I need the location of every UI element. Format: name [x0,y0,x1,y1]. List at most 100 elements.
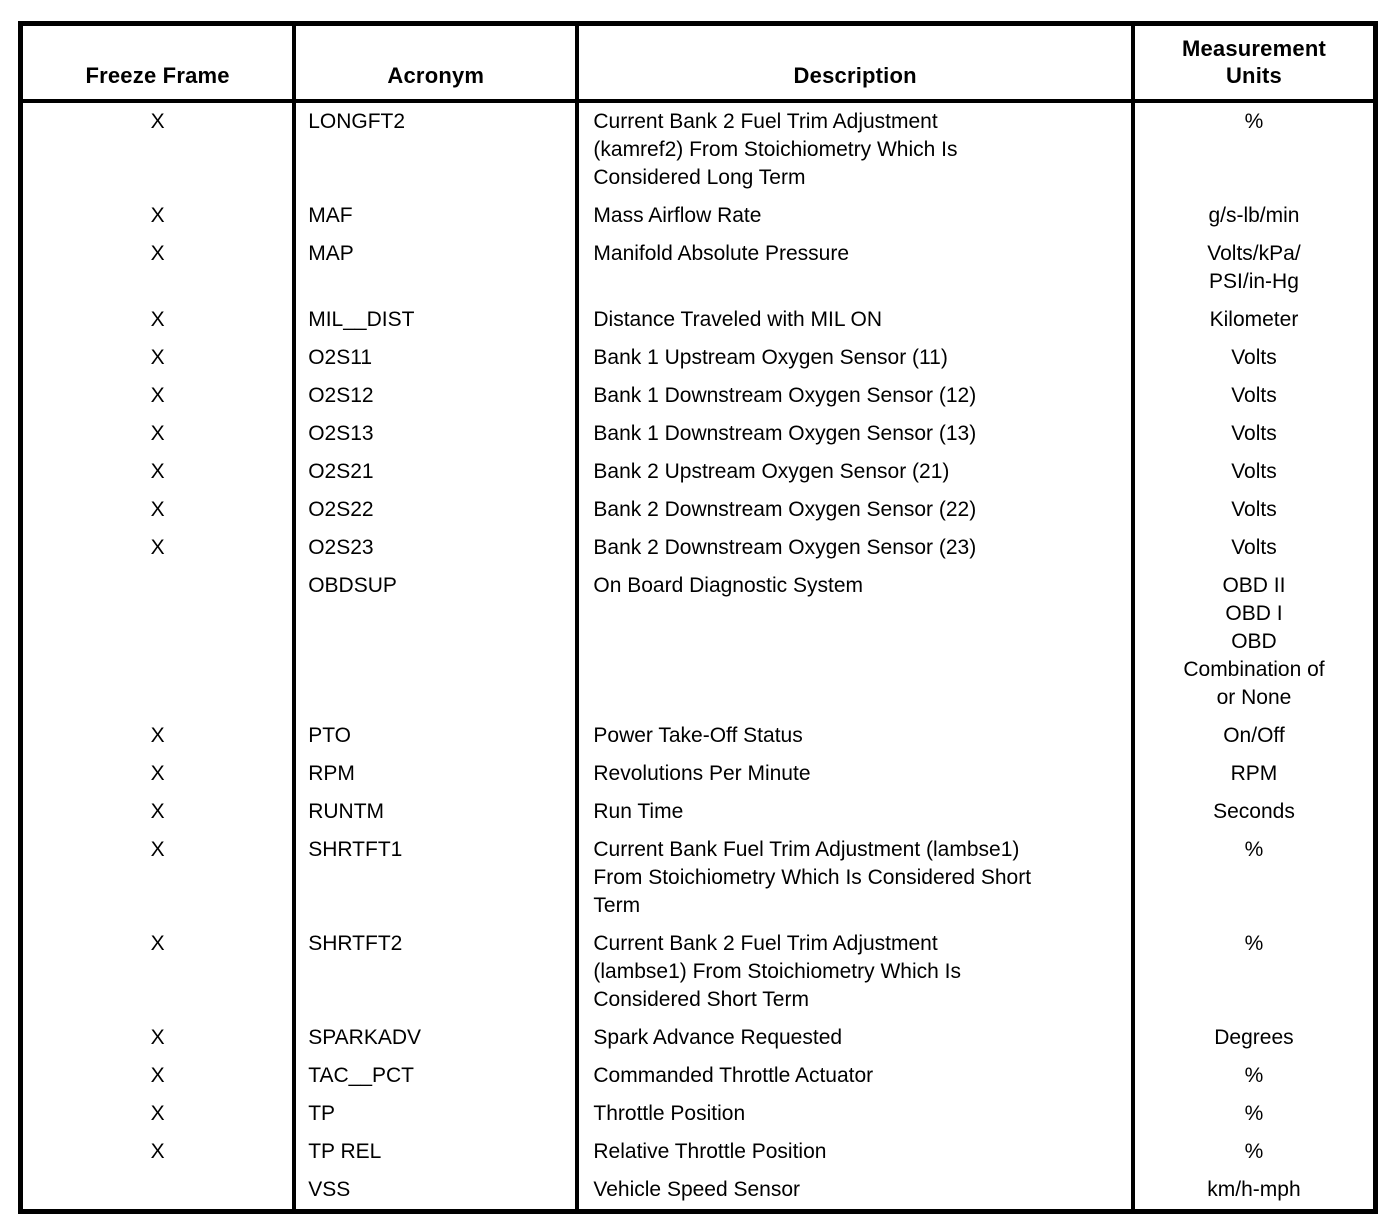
description-cell: Distance Traveled with MIL ON [575,301,1133,339]
units-cell: g/s-lb/min [1130,197,1376,235]
units-cell: Volts [1130,377,1376,415]
units-cell: % [1130,1095,1376,1133]
units-cell: % [1130,101,1376,197]
freeze-frame-cell: X [150,838,165,861]
units-cell: On/Off [1130,717,1376,755]
freeze-frame-cell: X [150,932,165,955]
acronym-cell: SHRTFT2 [292,925,578,1019]
acronym-cell: TP REL [292,1133,578,1171]
description-cell: Bank 2 Downstream Oxygen Sensor (22) [575,491,1133,529]
freeze-frame-cell: X [150,346,165,369]
table-row: X TP Throttle Position% [21,1095,1376,1133]
acronym-cell: O2S23 [292,529,578,567]
acronym-cell: TAC__PCT [292,1057,578,1095]
description-cell: Spark Advance Requested [575,1019,1133,1057]
description-cell: On Board Diagnostic System [575,567,1133,717]
description-cell: Current Bank 2 Fuel Trim Adjustment (kam… [575,101,1133,197]
acronym-cell: SPARKADV [292,1019,578,1057]
table-row: X TAC__PCT Commanded Throttle Actuator% [21,1057,1376,1095]
description-cell: Run Time [575,793,1133,831]
description-cell: Manifold Absolute Pressure [575,235,1133,301]
table-row: X LONGFT2 Current Bank 2 Fuel Trim Adjustm… [21,101,1376,197]
table-header: Freeze Frame Acronym Description Measure… [20,23,1376,103]
acronym-cell: O2S12 [292,377,578,415]
acronym-cell: LONGFT2 [292,101,578,197]
acronym-cell: SHRTFT1 [292,831,578,925]
freeze-frame-cell [21,1171,295,1212]
acronym-cell: MAF [292,197,578,235]
acronym-cell: RUNTM [292,793,578,831]
freeze-frame-cell: X [150,384,165,407]
table-row: X RPM Revolutions Per Minute RPM [21,755,1376,793]
table-row: X MAF Mass Airflow Rate g/s-lb/min [21,197,1376,235]
table-row: X RUNTM Run Time Seconds [21,793,1376,831]
description-cell: Bank 1 Downstream Oxygen Sensor (13) [575,415,1133,453]
description-cell: Current Bank Fuel Trim Adjustment (lambs… [575,831,1133,925]
description-cell: Commanded Throttle Actuator [575,1057,1133,1095]
table-row: X O2S21 Bank 2 Upstream Oxygen Sensor (21)… [21,453,1376,491]
description-cell: Bank 1 Upstream Oxygen Sensor (11) [575,339,1133,377]
units-cell: km/h-mph [1130,1171,1376,1212]
table-row: X SHRTFT1 Current Bank Fuel Trim Adjustmen… [21,831,1376,925]
freeze-frame-cell: X [150,1026,165,1049]
acronym-cell: O2S21 [292,453,578,491]
table-row: X MAP Manifold Absolute Pressure Volts/kPa/… [21,235,1376,301]
units-cell: % [1130,831,1376,925]
freeze-frame-cell: X [150,1064,165,1087]
description-cell: Throttle Position [575,1095,1133,1133]
table-row: X PTO Power Take-Off Status On/Off [21,717,1376,755]
acronym-cell: O2S22 [292,491,578,529]
units-cell: Volts [1130,415,1376,453]
freeze-frame-cell: X [150,762,165,785]
description-cell: Mass Airflow Rate [575,197,1133,235]
description-cell: Bank 2 Downstream Oxygen Sensor (23) [575,529,1133,567]
acronym-cell: MIL__DIST [292,301,578,339]
acronym-cell: O2S11 [292,339,578,377]
acronym-cell: VSS [292,1171,578,1212]
units-cell: Volts [1130,529,1376,567]
acronym-cell: TP [292,1095,578,1133]
table-row: OBDSUP On Board Diagnostic System OBD II O… [21,567,1376,717]
freeze-frame-cell [21,567,295,717]
description-cell: Revolutions Per Minute [575,755,1133,793]
description-cell: Bank 2 Upstream Oxygen Sensor (21) [575,453,1133,491]
table-row: X O2S11 Bank 1 Upstream Oxygen Sensor (11)… [21,339,1376,377]
table-row: X MIL__DIST Distance Traveled with MIL ON K… [21,301,1376,339]
table-body: X LONGFT2 Current Bank 2 Fuel Trim Adjustm… [21,101,1376,1212]
units-cell: Degrees [1130,1019,1376,1057]
freeze-frame-cell: X [150,460,165,483]
header-description: Description [575,23,1133,103]
units-cell: % [1130,1133,1376,1171]
table-row: X TP REL Relative Throttle Position% [21,1133,1376,1171]
description-cell: Power Take-Off Status [575,717,1133,755]
units-cell: % [1130,925,1376,1019]
description-cell: Current Bank 2 Fuel Trim Adjustment (lam… [575,925,1133,1019]
freeze-frame-cell: X [150,204,165,227]
table-row: X SPARKADV Spark Advance Requested Degrees [21,1019,1376,1057]
units-cell: OBD II OBD I OBD Combination of or None [1130,567,1376,717]
acronym-cell: RPM [292,755,578,793]
units-cell: Seconds [1130,793,1376,831]
description-cell: Relative Throttle Position [575,1133,1133,1171]
description-cell: Vehicle Speed Sensor [575,1171,1133,1212]
units-cell: Volts/kPa/ PSI/in-Hg [1130,235,1376,301]
table-row: X O2S23 Bank 2 Downstream Oxygen Sensor (2… [21,529,1376,567]
freeze-frame-cell: X [150,724,165,747]
freeze-frame-cell: X [150,1102,165,1125]
units-cell: Volts [1130,491,1376,529]
acronym-cell: MAP [292,235,578,301]
freeze-frame-cell: X [150,422,165,445]
header-acronym: Acronym [292,23,578,103]
table-row: X SHRTFT2 Current Bank 2 Fuel Trim Adjustm… [21,925,1376,1019]
units-cell: Volts [1130,453,1376,491]
freeze-frame-cell: X [150,242,165,265]
freeze-frame-cell: X [150,1140,165,1163]
description-cell: Bank 1 Downstream Oxygen Sensor (12) [575,377,1133,415]
units-cell: % [1130,1057,1376,1095]
freeze-frame-cell: X [150,800,165,823]
table-row: X O2S22 Bank 2 Downstream Oxygen Sensor (2… [21,491,1376,529]
acronym-cell: OBDSUP [292,567,578,717]
freeze-frame-cell: X [150,498,165,521]
units-cell: Volts [1130,339,1376,377]
